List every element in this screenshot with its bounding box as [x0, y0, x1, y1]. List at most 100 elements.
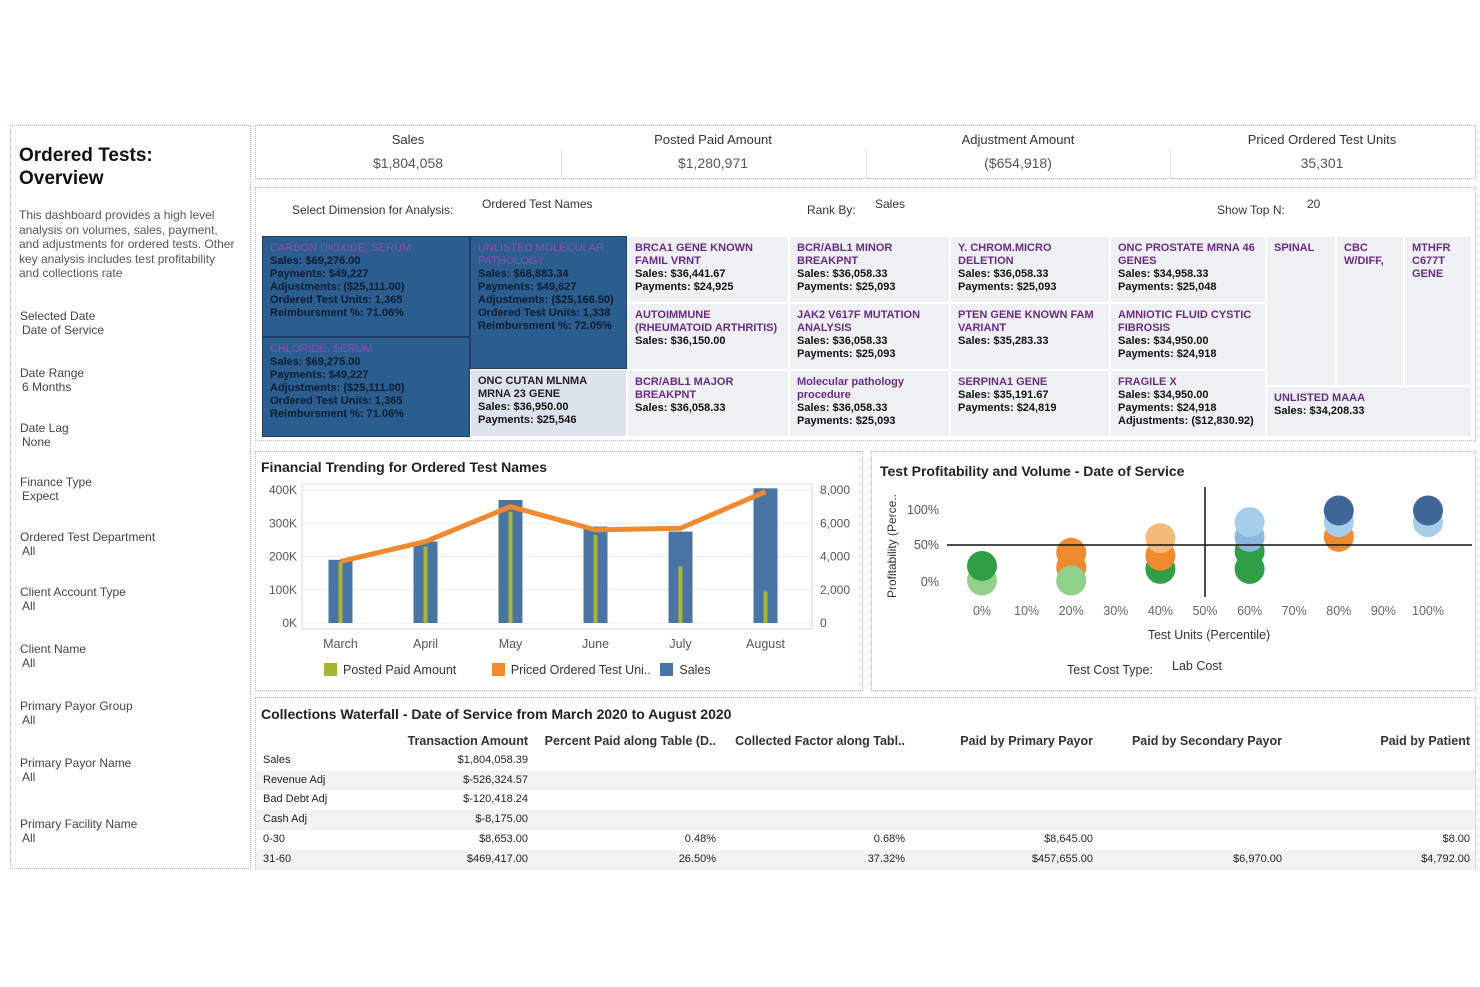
tile-line: Adjustments: ($25,166.50): [478, 294, 614, 306]
tile-line: Sales: $34,208.33: [1274, 405, 1365, 417]
treemap-tile[interactable]: MTHFR C677T GENE: [1404, 236, 1472, 386]
rank-select[interactable]: Sales: [875, 197, 906, 211]
filter-selected-date[interactable]: Selected Date Date of Service: [20, 309, 104, 337]
treemap-tile[interactable]: UNLISTED MAAA Sales: $34,208.33: [1266, 386, 1472, 437]
table-cell: $457,655.00: [1031, 852, 1093, 865]
col-header[interactable]: Collected Factor along Tabl..: [735, 734, 905, 748]
tile-name: BRCA1 GENE KNOWN FAMIL VRNT: [635, 242, 753, 267]
treemap-tile[interactable]: PTEN GENE KNOWN FAM VARIANT Sales: $35,2…: [950, 303, 1110, 370]
filter-primary-facility-name[interactable]: Primary Facility Name All: [20, 817, 137, 845]
y2-tick-label: 8,000: [820, 483, 850, 497]
table-row[interactable]: Revenue Adj $-526,324.57: [256, 770, 1475, 791]
table-row[interactable]: 31-60 $469,417.00 26.50% 37.32% $457,655.00 $…: [256, 849, 1475, 870]
table-row[interactable]: Cash Adj $-8,175.00: [256, 810, 1475, 831]
filter-value[interactable]: All: [22, 544, 36, 558]
tile-name: CHLORIDE, SERUM: [270, 343, 373, 355]
filter-value[interactable]: All: [22, 770, 36, 784]
tile-line: Sales: $36,950.00: [478, 401, 569, 413]
page-title-line-2: Overview: [19, 168, 104, 189]
filter-value[interactable]: All: [22, 599, 36, 613]
filter-value[interactable]: None: [22, 435, 51, 449]
table-row[interactable]: Sales $1,804,058.39: [256, 751, 1475, 771]
filter-value[interactable]: Expect: [22, 489, 59, 503]
col-header[interactable]: Paid by Primary Payor: [960, 734, 1093, 748]
filter-client-name[interactable]: Client Name All: [20, 642, 86, 670]
tile-line: Adjustments: ($25,111.00): [270, 281, 405, 293]
table-row[interactable]: 0-30 $8,653.00 0.48% 0.68% $8,645.00 $8.00: [256, 829, 1475, 850]
treemap-tile[interactable]: BCR/ABL1 MINOR BREAKPNT Sales: $36,058.3…: [789, 236, 950, 303]
tile-line: Payments: $49,227: [270, 268, 369, 280]
treemap-tile[interactable]: FRAGILE X Sales: $34,950.00 Payments: $24…: [1110, 370, 1266, 437]
y2-tick-label: 2,000: [820, 583, 850, 597]
scatter-point: [1145, 523, 1176, 554]
table-cell: 0.48%: [684, 832, 716, 845]
treemap-tile[interactable]: SPINAL: [1266, 236, 1336, 386]
y-tick-label: 100K: [269, 583, 297, 597]
legend-item-posted[interactable]: Posted Paid Amount: [324, 663, 456, 677]
kpi-value: 35,301: [1300, 155, 1344, 171]
treemap-tile[interactable]: Molecular pathology procedure Sales: $36…: [789, 370, 950, 437]
tile-line: Payments: $25,093: [797, 415, 896, 427]
filter-primary-payor-name[interactable]: Primary Payor Name All: [20, 756, 131, 784]
filter-primary-payor-group[interactable]: Primary Payor Group All: [20, 699, 133, 727]
tile-name: PTEN GENE KNOWN FAM VARIANT: [958, 309, 1094, 334]
filter-ordered-test-department[interactable]: Ordered Test Department All: [20, 530, 155, 558]
scatter-point: [1413, 495, 1443, 526]
scatter-point: [1323, 495, 1354, 526]
filter-value[interactable]: All: [22, 831, 36, 845]
filter-value[interactable]: All: [22, 713, 36, 727]
legend-swatch: [491, 663, 505, 676]
tile-name: MTHFR C677T GENE: [1412, 242, 1451, 280]
treemap-tile[interactable]: AUTOIMMUNE (RHEUMATOID ARTHRITIS) Sales:…: [627, 303, 789, 370]
treemap-tile[interactable]: BCR/ABL1 MAJOR BREAKPNT Sales: $36,058.3…: [627, 370, 789, 437]
table-cell: $469,417.00: [466, 852, 528, 865]
kpi-label: Posted Paid Amount: [654, 132, 772, 147]
treemap-tile[interactable]: CHLORIDE, SERUM Sales: $69,275.00 Payment…: [262, 337, 470, 437]
row-label: Cash Adj: [263, 813, 308, 826]
col-header[interactable]: Paid by Secondary Payor: [1131, 734, 1282, 748]
table-cell: $6,970.00: [1233, 852, 1282, 865]
tile-line: Reimbursment %: 71.06%: [270, 307, 404, 319]
filter-date-lag[interactable]: Date Lag None: [20, 421, 69, 449]
tile-line: Sales: $35,191.67: [958, 389, 1049, 401]
legend-item-sales[interactable]: Sales: [660, 663, 711, 677]
tile-name: Y. CHROM.MICRO DELETION: [958, 242, 1052, 267]
treemap-tile[interactable]: AMNIOTIC FLUID CYSTIC FIBROSIS Sales: $3…: [1110, 303, 1266, 370]
filter-finance-type[interactable]: Finance Type Expect: [20, 475, 92, 503]
legend-label: Sales: [679, 663, 711, 677]
table-row[interactable]: Bad Debt Adj $-120,418.24: [256, 790, 1475, 811]
topn-input[interactable]: 20: [1307, 197, 1321, 211]
tile-name: SPINAL: [1274, 242, 1315, 254]
treemap-tile[interactable]: Y. CHROM.MICRO DELETION Sales: $36,058.3…: [950, 236, 1110, 303]
col-header[interactable]: Percent Paid along Table (D..: [544, 734, 716, 748]
legend-label: Priced Ordered Test Uni..: [510, 663, 651, 677]
col-header[interactable]: Transaction Amount: [407, 734, 528, 748]
treemap-tile[interactable]: UNLISTED MOLECULAR PATHOLOGY Sales: $68,…: [470, 236, 627, 369]
treemap-tile[interactable]: ONC CUTAN MLNMA MRNA 23 GENE Sales: $36,…: [470, 369, 627, 437]
treemap-tile[interactable]: BRCA1 GENE KNOWN FAMIL VRNT Sales: $36,4…: [627, 236, 789, 303]
col-header[interactable]: Paid by Patient: [1380, 734, 1470, 748]
filter-value[interactable]: 6 Months: [22, 380, 72, 394]
kpi-divider: [1170, 150, 1171, 178]
treemap-tile[interactable]: JAK2 V617F MUTATION ANALYSIS Sales: $36,…: [789, 303, 950, 370]
filter-client-account-type[interactable]: Client Account Type All: [20, 585, 126, 613]
bar-posted-paid: [593, 534, 598, 623]
x-tick-label: June: [582, 637, 609, 651]
kpi-strip: Sales $1,804,058 Posted Paid Amount $1,280…: [255, 125, 1476, 179]
filter-date-range[interactable]: Date Range 6 Months: [20, 366, 84, 394]
treemap-tile[interactable]: ONC PROSTATE MRNA 46 GENES Sales: $34,95…: [1110, 236, 1266, 303]
treemap-tile[interactable]: CARBON DIOXIDE, SERUM Sales: $69,276.00 P…: [262, 236, 470, 337]
filter-label: Finance Type: [20, 475, 92, 489]
y-tick-label: 100%: [907, 503, 939, 517]
cost-type-select[interactable]: Lab Cost: [1172, 659, 1223, 673]
legend-item-units[interactable]: Priced Ordered Test Uni..: [491, 663, 651, 677]
table-cell: 37.32%: [867, 852, 905, 865]
treemap-tile[interactable]: CBC W/DIFF,: [1336, 236, 1404, 386]
treemap-tile[interactable]: SERPINA1 GENE Sales: $35,191.67 Payments:…: [950, 370, 1110, 437]
filter-value[interactable]: All: [22, 656, 36, 670]
dimension-select[interactable]: Ordered Test Names: [482, 197, 593, 211]
filter-label: Primary Facility Name: [20, 817, 138, 831]
filter-value[interactable]: Date of Service: [22, 323, 105, 337]
topn-label: Show Top N:: [1217, 203, 1285, 217]
financial-trend-panel: Financial Trending for Ordered Test Name…: [255, 451, 863, 691]
